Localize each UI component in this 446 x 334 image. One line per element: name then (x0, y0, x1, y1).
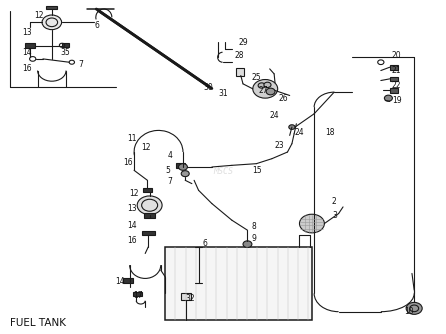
Bar (181, 293, 190, 300)
Text: 24: 24 (294, 128, 304, 137)
Text: 23: 23 (274, 141, 284, 150)
Text: 28: 28 (234, 51, 244, 60)
Circle shape (299, 214, 324, 233)
Text: 29: 29 (239, 38, 248, 47)
Text: 16: 16 (128, 236, 137, 245)
Text: 13: 13 (22, 28, 32, 37)
Text: 21: 21 (392, 66, 401, 75)
Bar (390, 65, 398, 69)
Bar (144, 213, 155, 217)
Circle shape (258, 83, 265, 88)
Text: 6: 6 (203, 239, 208, 248)
Circle shape (42, 15, 62, 30)
Bar (25, 43, 35, 48)
Circle shape (243, 241, 252, 247)
Bar (62, 43, 69, 47)
Text: 32: 32 (185, 294, 195, 303)
Text: 8: 8 (252, 222, 256, 231)
Circle shape (384, 95, 392, 101)
Text: 14: 14 (128, 221, 137, 230)
Text: 31: 31 (219, 89, 228, 98)
Circle shape (289, 125, 295, 129)
Bar (123, 279, 133, 283)
Circle shape (137, 196, 162, 214)
Text: 4: 4 (167, 151, 172, 160)
Text: 27: 27 (259, 86, 268, 95)
Text: 15: 15 (252, 166, 261, 175)
Text: 14: 14 (116, 277, 125, 286)
Text: MSCS: MSCS (213, 167, 233, 176)
Text: 30: 30 (203, 83, 213, 92)
Text: 16: 16 (123, 158, 132, 167)
Text: 19: 19 (392, 96, 401, 105)
Bar (236, 68, 244, 76)
Bar (390, 76, 398, 81)
Bar (165, 247, 312, 320)
Circle shape (181, 171, 189, 177)
Text: FUEL TANK: FUEL TANK (9, 318, 66, 328)
Text: 11: 11 (128, 134, 137, 143)
Bar (176, 163, 185, 168)
Circle shape (264, 82, 271, 88)
Text: 24: 24 (270, 111, 279, 120)
Text: 35: 35 (61, 48, 70, 57)
Bar (133, 292, 142, 296)
Text: 9: 9 (252, 234, 257, 243)
Text: 14: 14 (22, 48, 32, 57)
Circle shape (406, 302, 422, 314)
Text: 12: 12 (130, 189, 139, 198)
Text: 18: 18 (325, 128, 335, 137)
Circle shape (178, 164, 187, 170)
Circle shape (253, 79, 278, 98)
Text: 12: 12 (141, 143, 150, 152)
Text: 3: 3 (332, 211, 337, 220)
Bar (142, 231, 154, 235)
Text: 7: 7 (167, 177, 172, 186)
Text: 5: 5 (165, 166, 170, 175)
Bar (390, 88, 398, 93)
Text: 6: 6 (94, 21, 99, 30)
Bar (46, 6, 57, 9)
Text: 20: 20 (392, 51, 401, 60)
Text: 2: 2 (332, 197, 337, 206)
Text: 13: 13 (128, 204, 137, 213)
Text: 22: 22 (392, 81, 401, 90)
Bar (143, 188, 152, 192)
Text: 10: 10 (405, 307, 414, 316)
Text: 25: 25 (252, 73, 261, 82)
Text: 16: 16 (22, 64, 32, 73)
Text: 7: 7 (78, 60, 83, 69)
Circle shape (266, 88, 275, 95)
Text: 12: 12 (34, 11, 44, 20)
Text: 26: 26 (279, 94, 288, 103)
Text: 17: 17 (133, 291, 143, 300)
